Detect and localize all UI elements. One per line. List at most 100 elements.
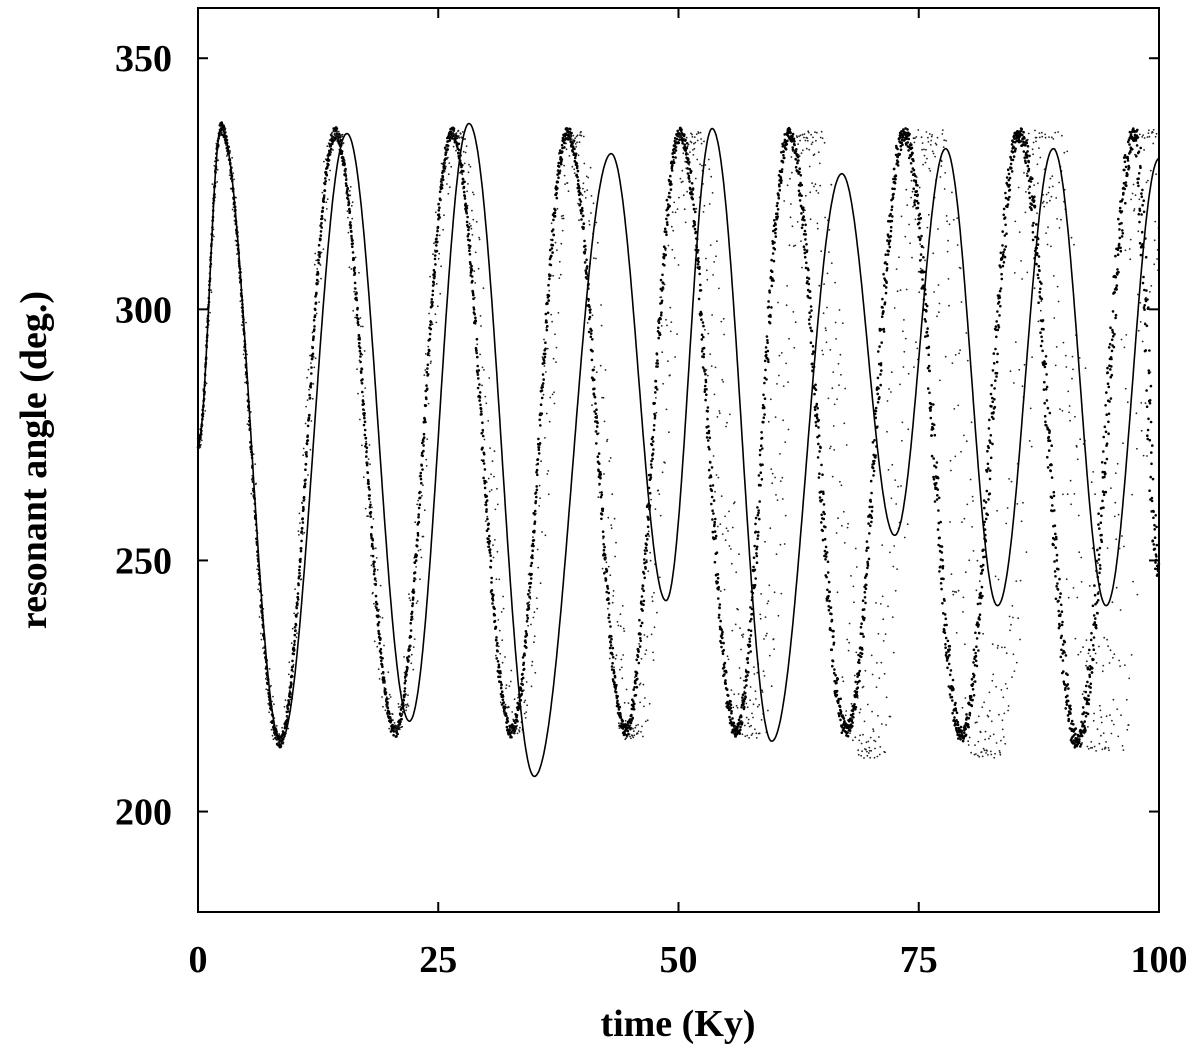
data-point [822,492,825,496]
data-point [324,180,328,183]
data-point [411,604,414,608]
data-point [708,436,712,440]
data-point [346,192,348,195]
data-point [352,257,356,260]
data-point [808,311,811,315]
data-point [683,133,686,136]
data-point [891,196,895,199]
data-point [820,463,823,467]
data-point [702,335,705,339]
data-point [754,522,757,526]
data-point [885,281,888,285]
data-point [989,434,993,437]
data-point [1043,380,1046,384]
data-point [528,585,532,589]
data-point [800,212,803,215]
data-point [1100,461,1104,464]
data-point [589,335,593,339]
data-point [692,207,696,211]
data-point [940,587,943,591]
data-point [488,551,492,554]
data-point [860,652,864,655]
data-point [710,489,714,493]
data-point [301,521,305,524]
data-point [531,554,534,557]
data-point [481,446,484,450]
data-point [1022,130,1025,134]
data-point [312,383,315,385]
data-point [680,128,683,131]
data-point [763,397,767,401]
data-point [1057,567,1060,571]
data-point [309,386,313,389]
data-point [944,617,948,621]
data-point [359,360,362,364]
data-point [587,298,590,301]
data-point [865,549,868,552]
data-point [1119,249,1123,253]
data-point [244,373,247,376]
data-point [1137,177,1140,180]
data-point [868,505,871,509]
data-point [485,529,489,532]
data-point [854,705,858,709]
data-point [411,602,415,605]
data-point [524,641,527,644]
data-point [1129,150,1132,154]
data-point [747,651,750,655]
data-point [801,223,804,227]
data-point [317,258,320,262]
data-point [1008,188,1012,192]
data-point [818,496,822,499]
data-point [1005,176,1009,179]
data-point [757,509,760,512]
data-point [691,187,695,190]
data-point [926,334,930,337]
data-point [297,583,300,587]
data-point [349,186,352,188]
data-point [1053,524,1057,527]
data-point [908,132,911,136]
data-point [716,573,720,576]
data-point [643,561,646,565]
data-point [754,577,757,580]
data-point [527,589,531,592]
data-point [886,253,890,256]
data-point [258,616,261,618]
data-point [1063,651,1066,654]
data-point [996,352,999,356]
data-point [1084,684,1088,688]
data-point [936,494,939,497]
data-point [576,175,579,179]
data-point [822,517,826,521]
data-point [942,577,945,581]
data-point [885,267,889,270]
data-point [331,142,334,145]
data-point [291,659,294,663]
data-point [315,278,319,282]
data-point [371,538,375,542]
data-point [1060,610,1064,613]
data-point [752,565,755,569]
data-point [702,355,705,359]
data-point [740,706,743,709]
data-point [653,402,656,405]
data-point [461,163,464,167]
data-point [1030,208,1033,212]
data-point [1108,342,1112,346]
data-point [425,370,429,374]
data-point [383,687,386,689]
data-point [469,271,473,274]
data-point [697,297,701,301]
data-point [1096,612,1099,615]
data-point [987,427,991,430]
data-point [870,509,874,513]
data-point [533,520,537,523]
data-point [728,715,731,719]
data-point [573,147,576,151]
data-point [487,522,491,525]
data-point [437,209,441,212]
data-point [368,505,372,509]
data-point [331,131,333,134]
data-point [463,194,467,198]
